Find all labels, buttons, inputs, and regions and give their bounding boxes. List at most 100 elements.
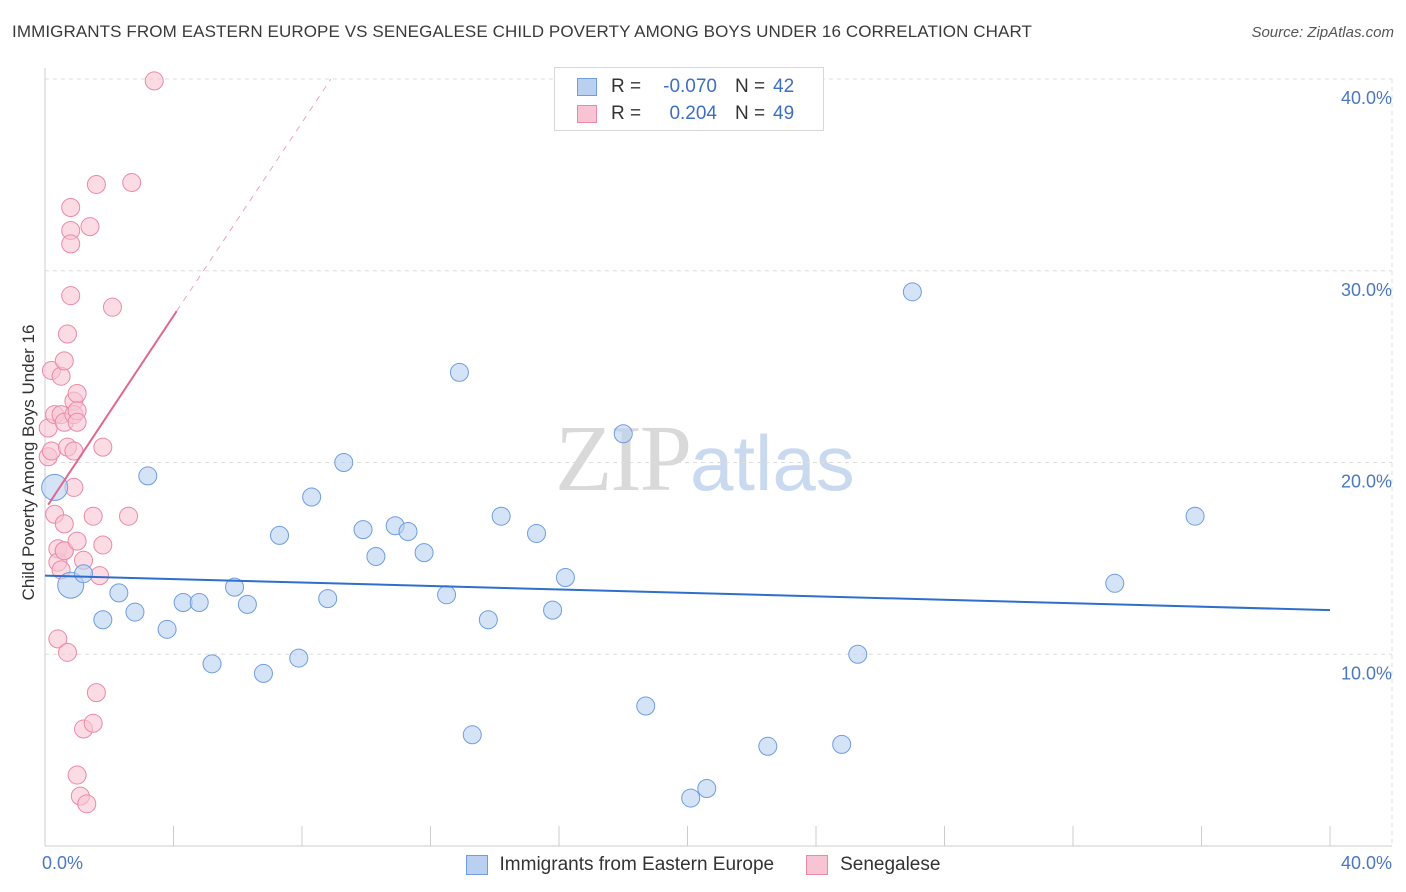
legend-swatch-pink [806,855,829,875]
senegalese-point [93,535,113,555]
eastern-europe-point [478,610,498,630]
senegalese-point [57,642,77,662]
eastern-europe-point [173,592,193,612]
eastern-europe-point [125,602,145,622]
y-tick-label: 10.0% [1341,663,1392,683]
series-legend: Immigrants from Eastern Europe Senegales… [0,852,1406,878]
y-tick-label: 40.0% [1341,88,1392,108]
eastern-europe-point [253,663,273,683]
eastern-europe-point [1185,506,1205,526]
senegalese-point [102,297,122,317]
senegalese-point [80,217,100,237]
senegalese-point [61,197,81,217]
eastern-europe-point [491,506,511,526]
tick-labels: 10.0% 20.0% 30.0% 40.0% 0.0% 40.0% Child Pover… [19,88,1392,873]
legend-label: Immigrants from Eastern Europe [499,854,775,875]
senegalese-point [61,234,81,254]
senegalese-point [57,324,77,344]
senegalese-point [48,629,68,649]
senegalese-point [90,566,110,586]
eastern-europe-point [848,644,868,664]
eastern-europe-point [270,525,290,545]
legend-item-eastern-europe: Immigrants from Eastern Europe [465,854,775,876]
legend-row-senegalese: R = 0.204 N = 49 [577,102,794,126]
eastern-europe-point [902,282,922,302]
senegalese-trend-extension [176,78,332,312]
chart-title: IMMIGRANTS FROM EASTERN EUROPE VS SENEGA… [12,22,1033,41]
eastern-europe-point [462,725,482,745]
eastern-europe-point [202,654,222,674]
grid [45,78,1393,846]
trend-lines [44,78,1331,612]
legend-n-label: N = [735,103,766,124]
eastern-europe-point [93,610,113,630]
eastern-europe-point [237,594,257,614]
eastern-europe-trend-line [44,574,1331,612]
senegalese-point [83,713,103,733]
eastern-europe-point [527,523,547,543]
eastern-europe-point [832,734,852,754]
eastern-europe-point [398,522,418,542]
senegalese-point [67,383,87,403]
legend-r-value: 0.204 [669,103,717,124]
legend-r-label: R = [611,103,642,124]
eastern-europe-point [41,473,69,501]
y-tick-label: 20.0% [1341,472,1392,492]
legend-item-senegalese: Senegalese [806,854,940,876]
senegalese-point [83,506,103,526]
eastern-europe-point [225,577,245,597]
eastern-europe-point [555,568,575,588]
eastern-europe-point [302,487,322,507]
eastern-europe-point [138,466,158,486]
senegalese-point [67,412,87,432]
senegalese-point [119,506,139,526]
senegalese-point [67,531,87,551]
legend-swatch-blue [577,78,597,96]
senegalese-point [86,683,106,703]
senegalese-point [144,71,164,91]
legend-label: Senegalese [840,854,941,875]
senegalese-point [51,366,71,386]
senegalese-point [86,174,106,194]
senegalese-point [54,351,74,371]
senegalese-points [38,71,164,814]
legend-r-value: -0.070 [663,76,717,97]
senegalese-point [54,514,74,534]
y-axis-label: Child Poverty Among Boys Under 16 [19,325,38,601]
legend-n-label: N = [735,76,766,97]
eastern-europe-point [543,600,563,620]
legend-swatch-pink [577,105,597,123]
senegalese-point [93,437,113,457]
source-label: Source: ZipAtlas.com [1251,24,1394,41]
eastern-europe-point [74,564,94,584]
eastern-europe-point [353,520,373,540]
eastern-europe-point [613,424,633,444]
correlation-legend: R = -0.070 N = 42 R = 0.204 N = 49 [554,67,824,131]
senegalese-point [41,441,61,461]
eastern-europe-points [41,282,1205,808]
x-tick-label: 40.0% [1341,853,1392,873]
x-tick-label: 0.0% [42,853,83,873]
eastern-europe-point [437,585,457,605]
eastern-europe-point [109,583,129,603]
legend-row-eastern-europe: R = -0.070 N = 42 [577,75,794,99]
legend-swatch-blue [465,855,488,875]
eastern-europe-point [157,619,177,639]
senegalese-trend-line [47,310,178,506]
senegalese-point [122,173,142,193]
senegalese-point [61,286,81,306]
y-tick-label: 30.0% [1341,280,1392,300]
senegalese-point [54,541,74,561]
eastern-europe-point [366,546,386,566]
eastern-europe-point [697,778,717,798]
senegalese-point [77,794,97,814]
axes [44,68,1392,847]
eastern-europe-point [289,648,309,668]
eastern-europe-point [758,736,778,756]
eastern-europe-point [681,788,701,808]
eastern-europe-point [636,696,656,716]
eastern-europe-point [449,362,469,382]
legend-n-value: 49 [773,103,795,124]
eastern-europe-point [1105,573,1125,593]
